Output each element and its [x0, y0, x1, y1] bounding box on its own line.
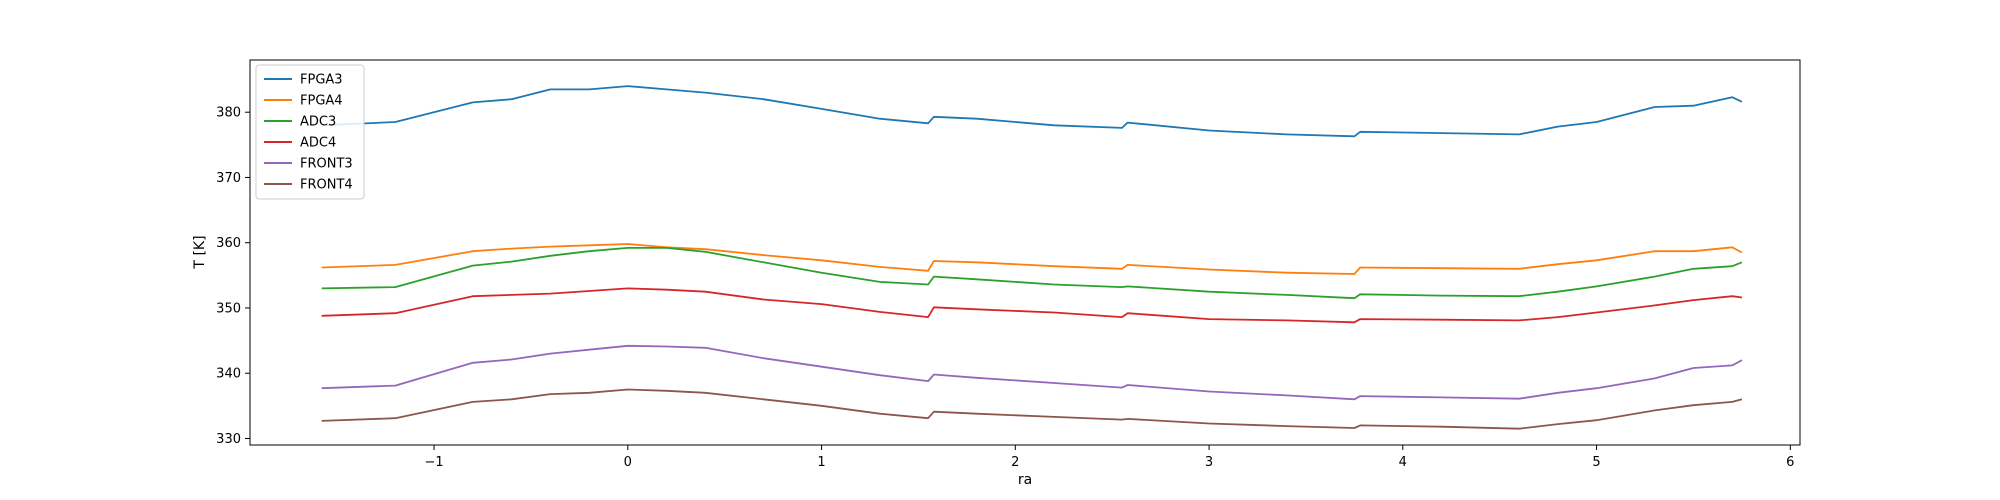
- x-axis: −1 0 1 2 3 4 5 6: [424, 445, 1794, 470]
- legend-label-fpga4: FPGA4: [300, 94, 343, 109]
- x-tick-label: 1: [817, 455, 825, 470]
- legend-label-adc3: ADC3: [300, 115, 336, 130]
- x-tick-label: 6: [1786, 455, 1794, 470]
- series-line-front3: [321, 344, 1743, 401]
- x-tick-label: −1: [424, 455, 443, 470]
- x-tick-label: 5: [1592, 455, 1600, 470]
- legend-label-front3: FRONT3: [300, 157, 353, 172]
- series-line-adc3: [321, 246, 1743, 300]
- x-tick-label: 2: [1011, 455, 1019, 470]
- series-line-front4: [321, 388, 1743, 430]
- legend-label-fpga3: FPGA3: [300, 73, 343, 88]
- x-tick-label: 4: [1399, 455, 1407, 470]
- legend-label-front4: FRONT4: [300, 178, 353, 193]
- legend: FPGA3 FPGA4 ADC3 ADC4 FRONT3 FRONT4: [255, 64, 365, 200]
- y-tick-label: 380: [216, 106, 241, 121]
- series-layer: [321, 85, 1743, 430]
- y-tick-label: 360: [216, 236, 241, 251]
- x-axis-label: ra: [1018, 472, 1032, 488]
- y-tick-label: 350: [216, 301, 241, 316]
- legend-box: [255, 64, 365, 200]
- y-axis-label: T [K]: [192, 235, 208, 269]
- x-tick-label: 0: [624, 455, 632, 470]
- y-tick-label: 370: [216, 171, 241, 186]
- series-line-fpga4: [321, 243, 1743, 275]
- series-line-fpga3: [321, 85, 1743, 138]
- legend-label-adc4: ADC4: [300, 136, 336, 151]
- plot-frame: [249, 59, 1801, 446]
- x-tick-label: 3: [1205, 455, 1213, 470]
- series-line-adc4: [321, 287, 1743, 324]
- y-tick-label: 330: [216, 432, 241, 447]
- y-axis: 330 340 350 360 370 380: [216, 106, 250, 447]
- y-tick-label: 340: [216, 367, 241, 382]
